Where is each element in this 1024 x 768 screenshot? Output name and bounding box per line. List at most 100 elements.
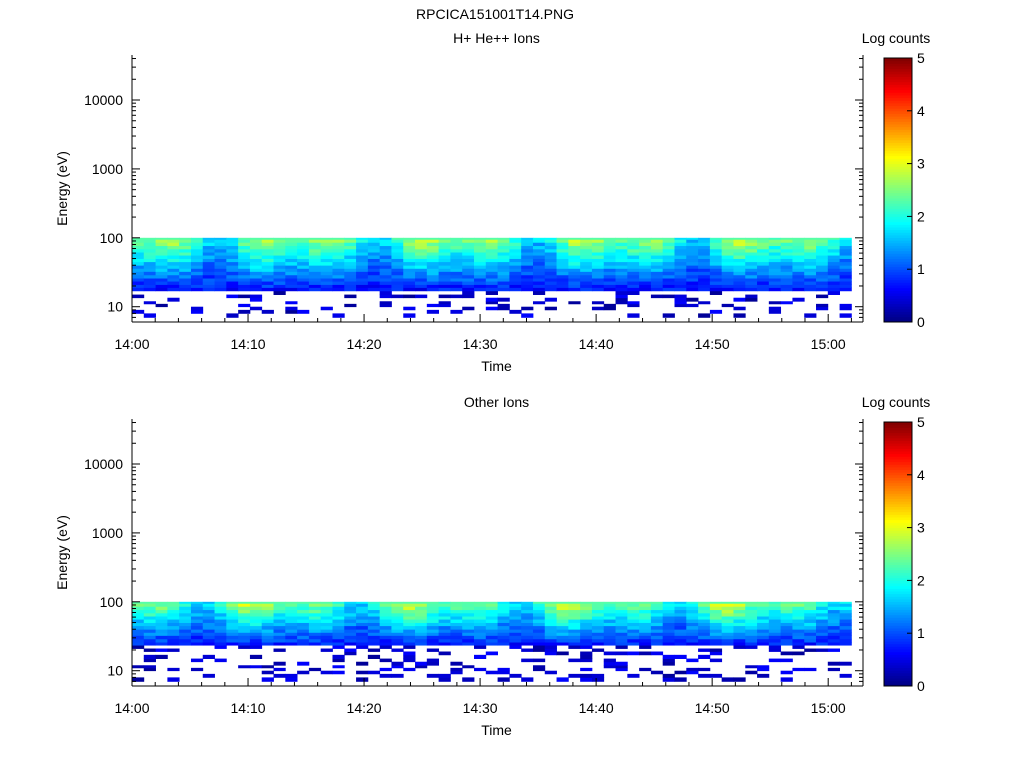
heatmap-cell bbox=[497, 606, 510, 611]
heatmap-cell bbox=[332, 255, 345, 259]
heatmap-cell bbox=[650, 294, 664, 299]
heatmap-cell bbox=[580, 673, 593, 678]
heatmap-cell bbox=[650, 248, 664, 253]
heatmap-cell bbox=[639, 667, 652, 672]
heatmap-cell bbox=[615, 622, 628, 627]
heatmap-cell bbox=[190, 606, 204, 611]
heatmap-cell bbox=[733, 601, 746, 604]
heatmap-cell bbox=[544, 645, 557, 649]
heatmap-cell bbox=[297, 601, 310, 604]
heatmap-cell bbox=[143, 313, 156, 318]
heatmap-cell bbox=[733, 258, 746, 263]
heatmap-cell bbox=[450, 670, 463, 675]
heatmap-cell bbox=[332, 261, 345, 266]
heatmap-cell bbox=[438, 252, 451, 256]
heatmap-cell bbox=[261, 239, 274, 243]
heatmap-cell bbox=[190, 642, 204, 646]
heatmap-cell bbox=[509, 252, 522, 256]
heatmap-cell bbox=[603, 661, 616, 666]
heatmap-cell bbox=[332, 284, 345, 288]
heatmap-cell bbox=[485, 651, 498, 656]
heatmap-cell bbox=[273, 642, 286, 646]
colorbar-tick-label: 3 bbox=[917, 520, 925, 536]
heatmap-cell bbox=[379, 239, 392, 243]
heatmap-cell bbox=[757, 261, 770, 266]
heatmap-cell bbox=[532, 242, 546, 247]
heatmap-cell bbox=[462, 306, 475, 311]
heatmap-cell bbox=[556, 616, 569, 620]
heatmap-cell bbox=[214, 635, 227, 640]
heatmap-cell bbox=[568, 287, 581, 292]
heatmap-cell bbox=[544, 622, 557, 627]
heatmap-cell bbox=[344, 271, 357, 276]
heatmap-cell bbox=[438, 248, 451, 253]
heatmap-cell bbox=[603, 258, 616, 263]
heatmap-cell bbox=[792, 629, 805, 633]
heatmap-cell bbox=[839, 612, 852, 617]
heatmap-cell bbox=[568, 673, 581, 678]
heatmap-cell bbox=[497, 622, 510, 627]
heatmap-cell bbox=[132, 609, 145, 614]
heatmap-cell bbox=[745, 670, 758, 675]
heatmap-cell bbox=[379, 303, 392, 308]
heatmap-cell bbox=[556, 274, 569, 279]
heatmap-cell bbox=[297, 609, 310, 614]
heatmap-cell bbox=[143, 658, 156, 663]
heatmap-cell bbox=[285, 635, 298, 640]
heatmap-cell bbox=[521, 284, 534, 288]
heatmap-cell bbox=[662, 612, 675, 617]
heatmap-cell bbox=[379, 268, 392, 272]
heatmap-cell bbox=[285, 609, 298, 614]
heatmap-cell bbox=[745, 619, 758, 623]
heatmap-cell bbox=[627, 239, 640, 243]
heatmap-cell bbox=[143, 284, 156, 288]
heatmap-cell bbox=[556, 601, 569, 604]
heatmap-cell bbox=[591, 239, 605, 243]
heatmap-cell bbox=[474, 632, 487, 636]
heatmap-cell bbox=[379, 619, 392, 623]
heatmap-cell bbox=[544, 625, 557, 630]
heatmap-cell bbox=[662, 261, 675, 266]
heatmap-cell bbox=[686, 658, 699, 663]
heatmap-cell bbox=[733, 677, 746, 682]
heatmap-cell bbox=[356, 281, 369, 285]
heatmap-cell bbox=[768, 301, 782, 305]
heatmap-cell bbox=[438, 601, 451, 604]
heatmap-cell bbox=[367, 274, 381, 279]
heatmap-cell bbox=[556, 635, 569, 640]
heatmap-cell bbox=[143, 268, 156, 272]
colorbar-segment bbox=[884, 429, 912, 434]
heatmap-cell bbox=[698, 242, 711, 247]
heatmap-cell bbox=[485, 287, 498, 292]
heatmap-cell bbox=[167, 622, 180, 627]
heatmap-cell bbox=[568, 252, 581, 256]
heatmap-cell bbox=[603, 248, 616, 253]
heatmap-cell bbox=[827, 274, 840, 279]
heatmap-cell bbox=[497, 629, 510, 633]
heatmap-cell bbox=[721, 632, 734, 636]
x-tick-label: 14:40 bbox=[579, 700, 614, 716]
heatmap-cell bbox=[603, 303, 616, 308]
heatmap-cell bbox=[367, 629, 381, 633]
heatmap-cell bbox=[745, 629, 758, 633]
heatmap-cell bbox=[698, 274, 711, 279]
heatmap-cell bbox=[839, 239, 852, 243]
heatmap-cell bbox=[768, 642, 782, 646]
heatmap-cell bbox=[627, 313, 640, 318]
heatmap-cell bbox=[226, 274, 239, 279]
heatmap-cell bbox=[132, 252, 145, 256]
heatmap-cell bbox=[839, 606, 852, 611]
heatmap-cell bbox=[426, 629, 440, 633]
heatmap-cell bbox=[143, 616, 156, 620]
heatmap-cell bbox=[745, 268, 758, 272]
heatmap-cell bbox=[438, 301, 451, 305]
heatmap-cell bbox=[532, 622, 546, 627]
heatmap-cell bbox=[745, 606, 758, 611]
heatmap-cell bbox=[167, 606, 180, 611]
heatmap-cell bbox=[143, 635, 156, 640]
heatmap-cell bbox=[332, 658, 345, 663]
heatmap-cell bbox=[261, 625, 274, 630]
heatmap-cell bbox=[155, 245, 168, 250]
heatmap-cell bbox=[474, 603, 487, 607]
heatmap-cell bbox=[662, 616, 675, 620]
